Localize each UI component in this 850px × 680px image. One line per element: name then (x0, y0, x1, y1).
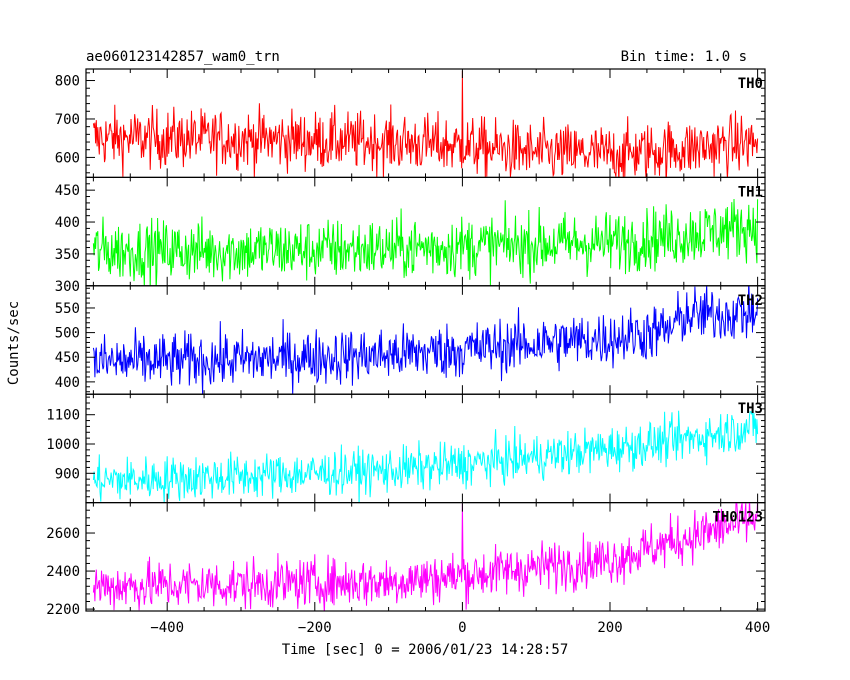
y-tick-label-th1: 400 (55, 215, 80, 231)
chart-title: ae060123142857_wam0_trn (86, 49, 280, 65)
y-tick-label-th3: 1000 (46, 437, 80, 453)
y-tick-label-th1: 300 (55, 279, 80, 295)
x-tick-label: 400 (745, 620, 770, 636)
x-axis-label: Time [sec] 0 = 2006/01/23 14:28:57 (282, 642, 569, 658)
series-line-th3 (92, 409, 759, 503)
y-tick-label-th0123: 2200 (46, 602, 80, 618)
y-tick-label-th2: 500 (55, 326, 80, 342)
y-tick-label-th0123: 2600 (46, 526, 80, 542)
y-tick-label-th2: 450 (55, 350, 80, 366)
series-label-th3: TH3 (738, 401, 763, 417)
series-line-th2 (92, 285, 759, 395)
x-tick-label: −200 (298, 620, 332, 636)
series-label-th2: TH2 (738, 293, 763, 309)
y-tick-label-th2: 550 (55, 301, 80, 317)
x-tick-label: −400 (150, 620, 184, 636)
y-tick-label-th0: 600 (55, 150, 80, 166)
y-tick-label-th0: 800 (55, 74, 80, 90)
panels: 600 700 800 TH0 300 350 400 450 TH1 400 450 500 550 T… (46, 68, 770, 636)
y-tick-label-th0123: 2400 (46, 564, 80, 580)
panel-frame-th2 (85, 285, 766, 395)
y-tick-label-th1: 350 (55, 247, 80, 263)
y-tick-label-th1: 450 (55, 183, 80, 199)
x-tick-label: 200 (597, 620, 622, 636)
y-tick-label-th3: 1100 (46, 408, 80, 424)
bin-time-label: Bin time: 1.0 s (621, 49, 747, 65)
series-line-th0 (92, 70, 759, 178)
series-label-th0: TH0 (738, 76, 763, 92)
y-tick-label-th3: 900 (55, 466, 80, 482)
y-axis-label: Counts/sec (6, 301, 22, 385)
series-line-th0123 (92, 502, 758, 612)
x-tick-label: 0 (458, 620, 466, 636)
series-label-th0123: TH0123 (712, 510, 763, 526)
series-label-th1: TH1 (738, 184, 763, 200)
series-line-th1 (92, 198, 759, 286)
y-tick-label-th0: 700 (55, 112, 80, 128)
y-tick-label-th2: 400 (55, 375, 80, 391)
